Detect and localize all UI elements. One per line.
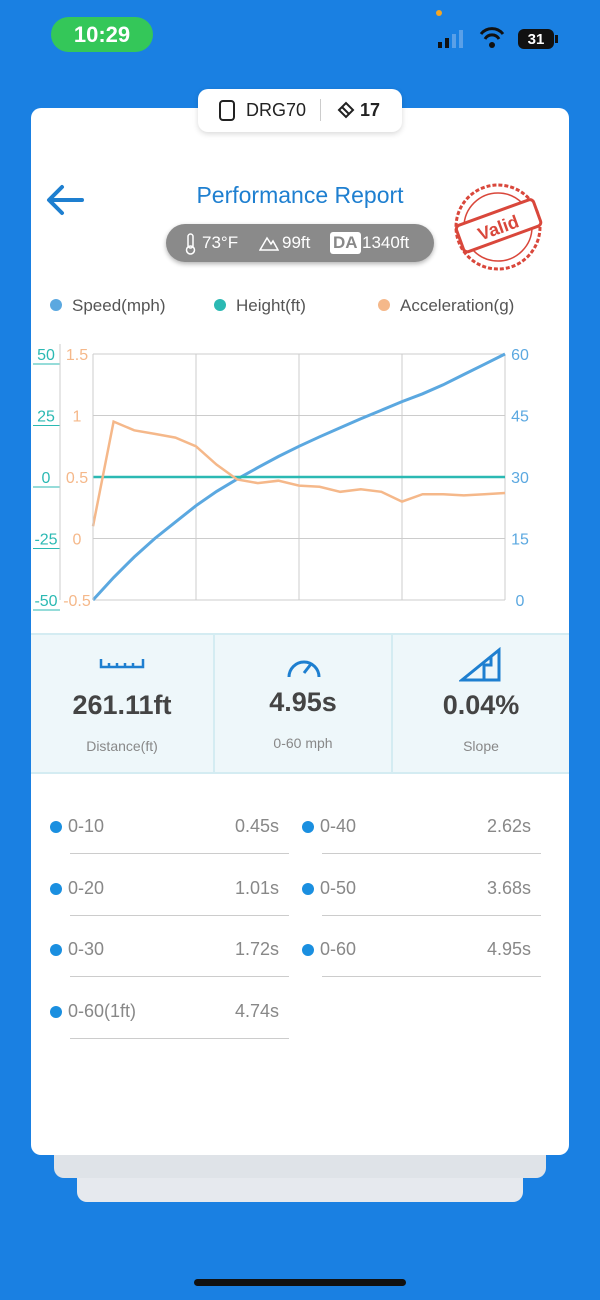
valid-stamp: Valid: [454, 183, 543, 271]
split-dot: [50, 944, 62, 957]
stat-value: 0.04%: [442, 690, 520, 720]
y-tick-label: 60: [511, 347, 529, 364]
y-tick-label: 1.5: [66, 347, 88, 364]
split-time: 0.45s: [234, 816, 279, 836]
device-icon: [219, 100, 235, 121]
split-time: 3.68s: [486, 877, 531, 898]
split-row: 0-60 4.95s: [302, 935, 541, 978]
stat-label: Slope: [463, 738, 499, 754]
split-divider: [70, 976, 289, 978]
legend-marker: [50, 299, 62, 311]
split-dot: [302, 821, 314, 833]
split-row: 0-10 0.45s: [50, 812, 289, 854]
split-range: 0-60(1ft): [68, 1001, 137, 1022]
split-divider: [70, 914, 289, 916]
split-time: 2.62s: [486, 816, 531, 836]
legend-label: Speed(mph): [72, 296, 166, 315]
stat-label: 0-60 mph: [273, 735, 333, 751]
split-row: 0-60(1ft) 4.74s: [50, 997, 289, 1040]
stat-cell: 261.11ft Distance(ft): [31, 635, 215, 772]
y-tick-label: 30: [511, 470, 529, 487]
split-time: 4.95s: [486, 939, 531, 960]
device-name: DRG70: [246, 100, 307, 120]
split-row: 0-40 2.62s: [302, 812, 541, 854]
y-tick-label: -50: [34, 593, 57, 610]
battery-level: 31: [528, 31, 545, 48]
temperature: 73°F: [202, 233, 239, 252]
split-divider: [70, 1038, 289, 1040]
split-dot: [50, 1006, 62, 1019]
stat-cell: 0.04% Slope: [393, 635, 569, 772]
density-altitude: 1340ft: [362, 233, 410, 252]
y-tick-label: 25: [37, 409, 55, 426]
stat-value: 261.11ft: [72, 690, 172, 720]
series-line: [91, 352, 506, 602]
y-tick-label: 15: [511, 532, 529, 549]
da-label: DA: [330, 232, 361, 254]
status-icons: 31: [436, 10, 558, 49]
legend-label: Acceleration(g): [400, 296, 514, 315]
split-dot: [302, 882, 314, 895]
chart: Speed(mph) Height(ft) Acceleration(g) 0 15 30…: [33, 296, 529, 611]
split-range: 0-40: [320, 816, 357, 836]
satellite-count: 17: [360, 100, 381, 120]
split-range: 0-30: [68, 939, 105, 960]
altitude: 99ft: [282, 233, 311, 252]
conditions-pill: 73°F 99ft DA 1340ft: [166, 224, 434, 262]
report-card: [31, 108, 569, 1155]
split-range: 0-10: [68, 816, 105, 836]
split-range: 0-20: [68, 877, 105, 898]
series-line: [91, 419, 506, 527]
split-divider: [322, 976, 541, 978]
y-tick-label: 45: [511, 409, 529, 426]
split-divider: [70, 853, 289, 854]
y-tick-label: 1: [73, 409, 82, 426]
legend-label: Height(ft): [236, 296, 306, 315]
back-button[interactable]: [44, 182, 88, 218]
split-range: 0-60: [320, 939, 357, 960]
split-dot: [50, 821, 62, 833]
legend-marker: [214, 299, 226, 311]
y-tick-label: -25: [34, 532, 57, 549]
home-indicator: [194, 1279, 406, 1286]
split-row: 0-50 3.68s: [302, 874, 541, 916]
split-time: 1.72s: [234, 939, 279, 960]
stat-cell: 4.95s 0-60 mph: [215, 635, 393, 772]
device-pill[interactable]: DRG70 17: [198, 89, 402, 132]
y-tick-label: 0: [42, 470, 51, 487]
status-time: 10:29: [51, 17, 153, 52]
split-time: 4.74s: [234, 1001, 279, 1022]
stats-panel: 261.11ft Distance(ft) 4.95s 0-60 mph 0.0…: [31, 633, 569, 774]
page-title: Performance Report: [196, 182, 404, 208]
y-tick-label: 0: [516, 593, 525, 610]
y-tick-label: 0.5: [66, 470, 88, 487]
y-tick-label: -0.5: [63, 593, 91, 610]
legend-marker: [378, 299, 390, 311]
split-row: 0-30 1.72s: [50, 935, 289, 978]
satellite-icon: [337, 101, 355, 119]
stat-value: 4.95s: [269, 687, 337, 717]
split-row: 0-20 1.01s: [50, 874, 289, 916]
split-range: 0-50: [320, 877, 357, 898]
split-divider: [322, 853, 541, 854]
split-time: 1.01s: [234, 877, 279, 898]
y-tick-label: 50: [37, 347, 55, 364]
y-tick-label: 0: [73, 532, 82, 549]
split-divider: [322, 914, 541, 916]
stat-label: Distance(ft): [86, 738, 158, 754]
split-dot: [302, 944, 314, 957]
split-dot: [50, 882, 62, 895]
